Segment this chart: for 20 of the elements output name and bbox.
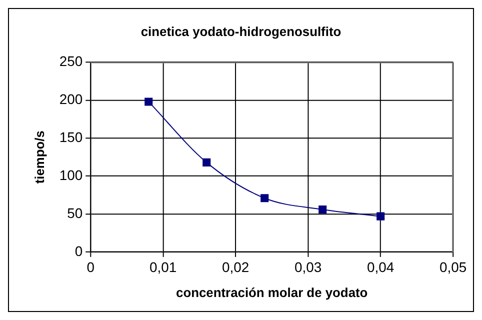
y-tick-label: 150 (59, 128, 83, 145)
point (376, 212, 385, 220)
x-tick-label: 0,02 (222, 259, 250, 276)
y-tick-label: 200 (59, 91, 83, 108)
y-tick-label: 250 (59, 53, 83, 70)
y-tick-label: 100 (59, 166, 83, 183)
point (144, 98, 153, 106)
y-axis-title: tiempo/s (32, 130, 48, 184)
point (318, 205, 327, 214)
y-tick-label: 50 (67, 204, 83, 221)
x-tick-label: 0 (86, 259, 95, 276)
point (202, 158, 211, 166)
x-tick-label: 0,05 (440, 259, 467, 276)
x-tick-label: 0,03 (294, 259, 322, 276)
point (260, 194, 269, 202)
x-axis-title: concentración molar de yodato (176, 284, 368, 300)
x-tick-label: 0,01 (150, 259, 177, 276)
chart-title: cinetica yodato-hidrogenosulfito (140, 24, 342, 40)
x-tick-label: 0,04 (367, 259, 394, 276)
y-tick-label: 0 (74, 242, 83, 259)
